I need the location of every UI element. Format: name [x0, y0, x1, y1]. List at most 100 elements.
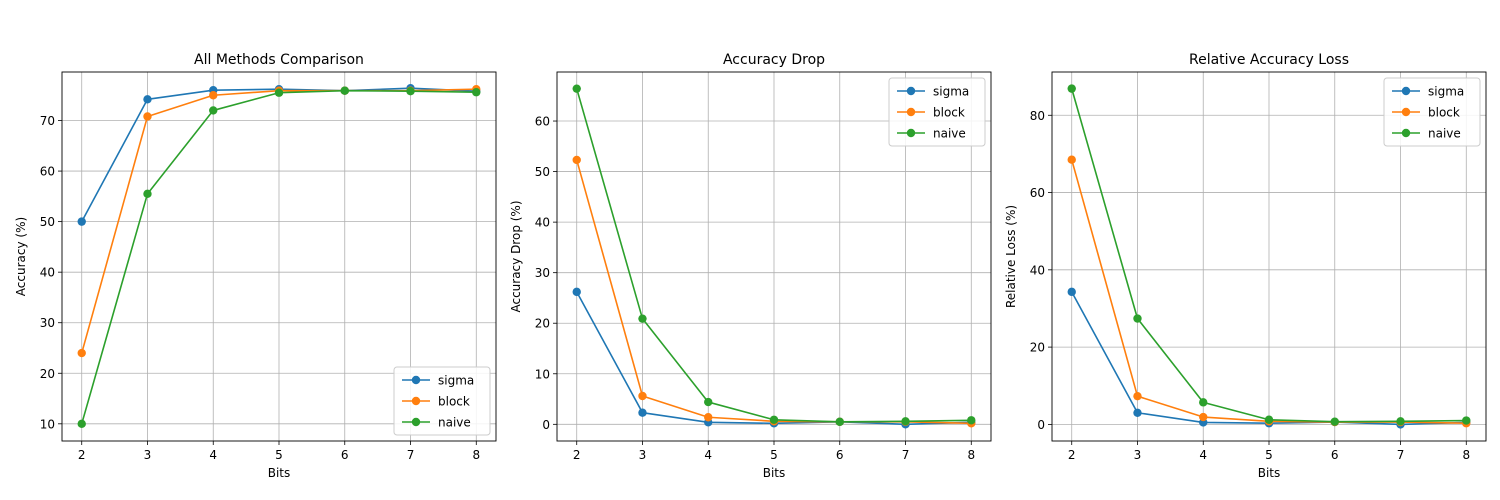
- data-point-sigma: [143, 95, 152, 104]
- y-tick-label: 60: [40, 165, 55, 179]
- data-point-naive: [1462, 416, 1471, 425]
- data-point-block: [1199, 412, 1208, 422]
- x-tick-label: 4: [209, 448, 217, 462]
- data-point-sigma: [1067, 287, 1076, 297]
- legend: sigma block naive: [1383, 77, 1481, 147]
- legend-swatch-marker: [906, 128, 916, 138]
- x-tick-label: 7: [1397, 448, 1405, 462]
- data-point-naive: [1264, 415, 1274, 424]
- data-point-naive: [406, 87, 415, 96]
- data-point-naive: [1067, 84, 1076, 93]
- x-axis-label: Bits: [268, 466, 291, 480]
- legend-label: block: [933, 106, 965, 120]
- legend-swatch-marker: [1401, 128, 1411, 138]
- data-point-naive: [901, 417, 910, 426]
- legend-label: sigma: [933, 85, 969, 99]
- x-tick-label: 6: [341, 448, 349, 462]
- legend-label: sigma: [438, 374, 474, 388]
- y-tick-label: 20: [40, 367, 55, 381]
- x-tick-label: 3: [1134, 448, 1142, 462]
- legend-label: naive: [933, 127, 966, 141]
- data-point-naive: [835, 417, 844, 426]
- legend-label: sigma: [1428, 85, 1464, 99]
- y-tick-label: 50: [40, 215, 55, 229]
- chart-title: Relative Accuracy Loss: [1189, 52, 1349, 68]
- y-tick-label: 0: [542, 418, 550, 432]
- legend-box: [1383, 77, 1481, 147]
- data-point-sigma: [1133, 408, 1142, 417]
- data-point-naive: [143, 189, 152, 199]
- y-tick-label: 60: [535, 115, 550, 129]
- data-point-naive: [1133, 314, 1142, 323]
- x-tick-label: 7: [902, 448, 910, 462]
- x-tick-label: 6: [1331, 448, 1339, 462]
- chart-title: All Methods Comparison: [194, 52, 364, 68]
- y-axis-label: Accuracy (%): [14, 217, 28, 296]
- data-point-block: [704, 413, 713, 422]
- data-point-naive: [638, 314, 647, 323]
- x-tick-label: 2: [78, 448, 86, 462]
- data-point-block: [638, 391, 647, 401]
- legend-swatch-marker: [411, 375, 421, 385]
- chart-panel-2: 2 3 4 5 6 7 8 0 10 20 30 40 50 60 Accuracy Drop Bits Acc…: [509, 52, 992, 480]
- x-tick-label: 2: [573, 448, 581, 462]
- x-tick-label: 8: [967, 448, 975, 462]
- x-tick-label: 4: [704, 448, 712, 462]
- x-tick-label: 3: [639, 448, 647, 462]
- x-axis-label: Bits: [763, 466, 786, 480]
- legend-label: naive: [438, 416, 471, 430]
- legend-swatch-marker: [906, 86, 916, 96]
- y-tick-label: 80: [1030, 109, 1045, 123]
- chart-title: Accuracy Drop: [723, 52, 825, 68]
- data-point-naive: [274, 88, 284, 97]
- x-tick-label: 7: [407, 448, 415, 462]
- x-tick-label: 5: [1265, 448, 1273, 462]
- y-tick-label: 40: [535, 216, 550, 230]
- y-tick-label: 0: [1037, 418, 1045, 432]
- legend: sigma block naive: [393, 366, 491, 436]
- y-tick-label: 20: [535, 317, 550, 331]
- legend-swatch-marker: [1401, 86, 1411, 96]
- legend-swatch-marker: [906, 107, 916, 117]
- data-point-sigma: [638, 408, 647, 417]
- data-point-naive: [77, 419, 86, 429]
- data-point-naive: [340, 86, 349, 95]
- y-tick-label: 10: [40, 417, 55, 431]
- y-tick-label: 10: [535, 367, 550, 381]
- data-point-naive: [1199, 398, 1208, 407]
- x-tick-label: 8: [472, 448, 480, 462]
- x-tick-label: 2: [1068, 448, 1076, 462]
- data-point-block: [572, 155, 581, 165]
- x-tick-label: 6: [836, 448, 844, 462]
- data-point-block: [1067, 155, 1076, 164]
- legend-label: block: [1428, 106, 1460, 120]
- y-axis-label: Relative Loss (%): [1004, 205, 1018, 308]
- chart-panel-1: 2 3 4 5 6 7 8 10 20 30 40 50 60 70 All Methods Compari…: [14, 52, 497, 480]
- y-tick-label: 20: [1030, 341, 1045, 355]
- data-point-block: [1133, 391, 1142, 401]
- y-tick-label: 40: [40, 266, 55, 280]
- data-point-naive: [1396, 417, 1405, 426]
- x-tick-label: 5: [770, 448, 778, 462]
- data-point-naive: [967, 416, 976, 425]
- legend-label: block: [438, 395, 470, 409]
- y-tick-label: 60: [1030, 186, 1045, 200]
- x-tick-label: 4: [1199, 448, 1207, 462]
- data-point-block: [143, 112, 152, 121]
- data-point-sigma: [77, 217, 86, 226]
- data-point-sigma: [572, 287, 581, 297]
- data-point-naive: [472, 88, 481, 97]
- y-tick-label: 30: [535, 266, 550, 280]
- x-tick-label: 5: [275, 448, 283, 462]
- y-tick-label: 70: [40, 114, 55, 128]
- y-tick-label: 40: [1030, 263, 1045, 277]
- legend-box: [393, 366, 491, 436]
- x-tick-label: 8: [1462, 448, 1470, 462]
- legend-swatch-marker: [411, 396, 421, 406]
- data-point-block: [209, 91, 218, 100]
- data-point-naive: [209, 106, 218, 115]
- data-point-naive: [704, 397, 713, 407]
